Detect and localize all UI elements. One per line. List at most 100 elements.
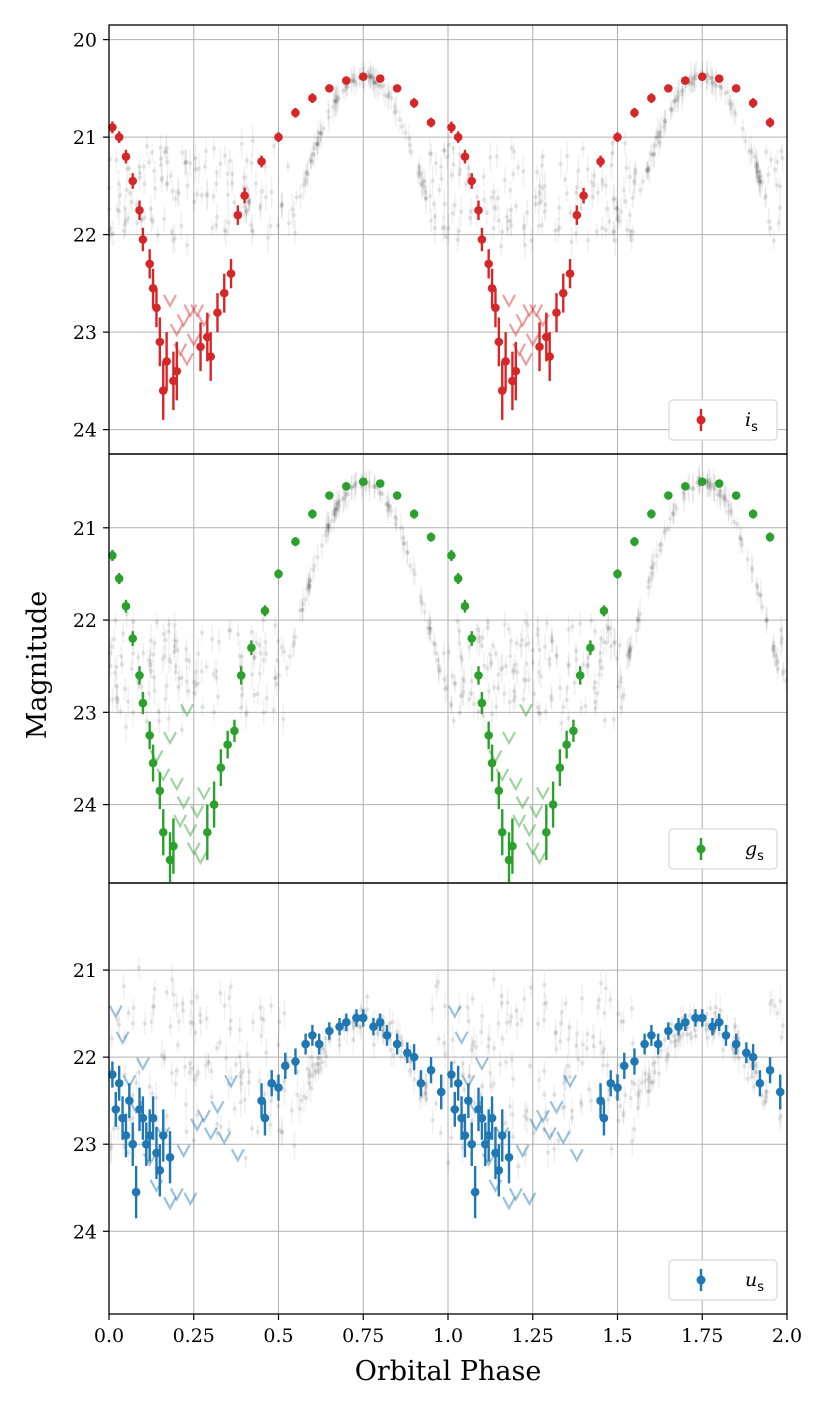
panel-g-bg-point xyxy=(772,652,778,657)
panel-u-upper-limit xyxy=(447,1005,462,1019)
panel-u-bg-point xyxy=(522,996,527,1001)
y-axis-title: Magnitude xyxy=(22,591,53,740)
panel-g-bg-point xyxy=(453,680,458,686)
panel-g-bg-point xyxy=(737,536,743,541)
panel-i-bg-point xyxy=(675,97,680,103)
panel-u-bg-point xyxy=(194,1073,199,1078)
panel-i-bg-point xyxy=(423,196,429,201)
panel-u-bg-point xyxy=(308,1085,313,1091)
panel-i-bg-point xyxy=(309,159,314,164)
panel-i-upper-limit xyxy=(519,352,533,367)
panel-i-bg-point xyxy=(381,83,386,88)
panel-u-bg-point xyxy=(598,1040,603,1045)
panel-g-bg-point xyxy=(444,685,449,690)
panel-i-bg-point xyxy=(766,172,771,177)
panel-g-data-point xyxy=(169,841,178,851)
panel-u-bg-point xyxy=(318,1066,323,1072)
panel-u-bg-point xyxy=(390,1019,395,1025)
panel-i-data-point xyxy=(477,235,487,244)
panel-u-upper-limit xyxy=(515,1144,530,1159)
panel-u-bg-point xyxy=(321,1046,326,1051)
panel-u-data-point xyxy=(260,1113,270,1123)
panel-u-bg-point xyxy=(318,1056,323,1061)
panel-g-bg-point xyxy=(458,693,463,698)
panel-g-bg-point xyxy=(156,709,161,714)
panel-i-bg-point xyxy=(137,163,142,169)
panel-i-bg-point xyxy=(680,87,685,93)
panel-u-data-point xyxy=(148,1113,158,1123)
panel-g-bg-point xyxy=(512,689,517,694)
panel-i-data-point xyxy=(145,259,154,269)
panel-g-bg-point xyxy=(557,685,563,691)
panel-i-bg-point xyxy=(692,74,697,79)
panel-i-bg-point xyxy=(580,146,586,151)
legend-i-marker xyxy=(696,415,706,425)
panel-g-bg-point xyxy=(343,493,348,499)
panel-i-bg-point xyxy=(170,188,175,194)
panel-u-bg-point xyxy=(195,1112,200,1118)
panel-i-bg-point xyxy=(630,229,636,234)
panel-g-bg-point xyxy=(173,669,178,675)
panel-u-bg-point xyxy=(187,1070,192,1075)
panel-i-bg-point xyxy=(646,168,651,174)
panel-i-bg-point xyxy=(709,75,715,81)
panel-g-bg-point xyxy=(450,673,455,679)
panel-g-bg-point xyxy=(543,709,548,714)
panel-g-data-point xyxy=(155,786,165,796)
panel-g-bg-point xyxy=(405,550,410,555)
panel-u-bg-point xyxy=(563,1077,568,1082)
panel-i-data-point xyxy=(409,98,419,108)
panel-u-bg-point xyxy=(261,1017,266,1022)
panel-i-data-point xyxy=(474,205,483,215)
panel-g-bg-point xyxy=(466,697,472,702)
panel-g-data-point xyxy=(497,827,507,837)
panel-g-bg-point xyxy=(502,622,507,627)
panel-u-bg-point xyxy=(666,1052,671,1057)
panel-i-bg-point xyxy=(537,184,542,189)
panel-u-bg-point xyxy=(509,1057,515,1063)
panel-g-bg-point xyxy=(471,701,477,707)
panel-g-bg-point xyxy=(670,511,676,516)
panel-u-bg-point xyxy=(629,1139,635,1144)
panel-g-bg-point xyxy=(649,565,655,570)
panel-i-bg-point xyxy=(285,164,291,169)
panel-i-bg-point xyxy=(621,188,627,193)
panel-i-bg-point xyxy=(578,206,584,211)
panel-u-bg-point xyxy=(630,1041,636,1046)
panel-i-data-point xyxy=(596,157,605,166)
panel-g-data-point xyxy=(731,491,741,500)
panel-u-bg-point xyxy=(188,1020,193,1025)
panel-i-bg-point xyxy=(516,165,521,170)
panel-i-bg-point xyxy=(429,151,434,156)
panel-i-bg-point xyxy=(658,133,663,139)
panel-g-data-point xyxy=(358,477,368,486)
panel-i-bg-point xyxy=(211,146,217,151)
panel-u-bg-point xyxy=(152,986,157,992)
panel-u-data-point xyxy=(470,1187,480,1197)
panel-u-bg-point xyxy=(279,1130,285,1135)
panel-i-bg-point xyxy=(604,206,610,211)
panel-u-bg-point xyxy=(131,1005,136,1011)
panel-u-bg-point xyxy=(316,1069,321,1075)
panel-g-data-point xyxy=(325,491,334,500)
panel-u-bg-point xyxy=(365,994,370,1000)
panel-i-bg-point xyxy=(415,171,421,176)
panel-u-bg-point xyxy=(514,1008,519,1013)
panel-g-bg-point xyxy=(510,669,516,675)
panel-u-bg-point xyxy=(510,1134,516,1140)
panel-g-bg-point xyxy=(547,657,552,662)
panel-i-bg-point xyxy=(371,76,376,82)
panel-i-bg-point xyxy=(540,154,546,159)
panel-g-bg-point xyxy=(559,721,564,726)
panel-g-bg-point xyxy=(215,694,221,700)
panel-g-bg-point xyxy=(548,694,554,699)
panel-i-bg-point xyxy=(321,126,326,131)
panel-i-bg-point xyxy=(673,97,678,102)
panel-u-bg-point xyxy=(351,1024,357,1030)
panel-i-bg-point xyxy=(180,150,185,155)
panel-i-bg-point xyxy=(124,187,129,193)
panel-i-bg-point xyxy=(466,173,472,178)
panel-i-bg-point xyxy=(690,82,696,87)
